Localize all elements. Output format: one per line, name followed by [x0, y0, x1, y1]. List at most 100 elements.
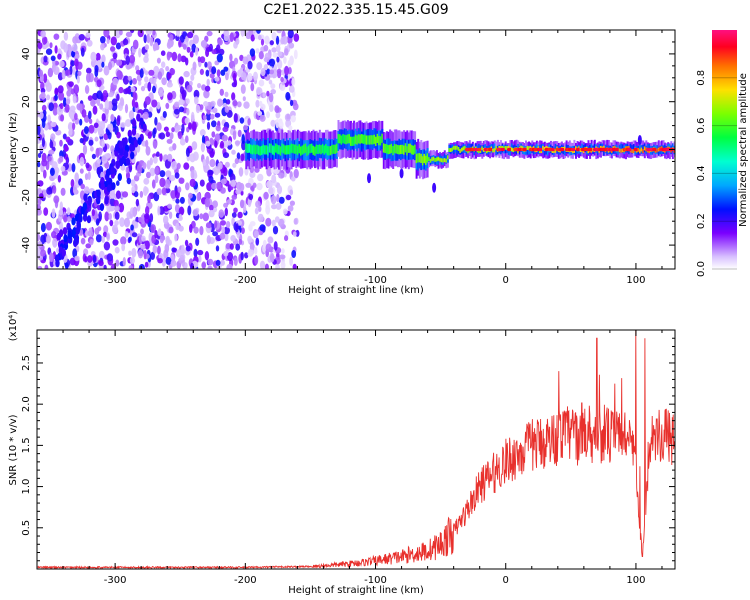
heatmap-cell [223, 140, 229, 148]
colorbar-label: Normalized spectral amplitude [738, 73, 749, 227]
heatmap-cell [115, 259, 120, 267]
heatmap-cell [269, 104, 274, 112]
heatmap-cell [258, 51, 264, 60]
heatmap-cell [284, 48, 289, 56]
heatmap-cell [274, 216, 280, 223]
heatmap-cell [639, 144, 642, 153]
heatmap-cell [165, 235, 170, 245]
heatmap-cell [144, 70, 149, 76]
heatmap-cell [91, 153, 96, 160]
heatmap-cell [178, 225, 184, 232]
heatmap-cell [166, 82, 173, 88]
heatmap-cell [259, 146, 262, 156]
heatmap-cell [180, 55, 187, 63]
heatmap-cell [171, 127, 175, 133]
heatmap-cell [245, 182, 252, 188]
heatmap-cell [240, 153, 245, 162]
heatmap-cell [145, 139, 149, 148]
heatmap-cell [131, 98, 136, 108]
heatmap-cell [233, 257, 238, 266]
heatmap-cell [213, 166, 220, 176]
heatmap-cell [231, 149, 236, 155]
heatmap-cell [72, 184, 78, 195]
heatmap-cell [211, 182, 218, 190]
heatmap-cell [260, 68, 266, 77]
heatmap-cell [138, 47, 142, 58]
heatmap-cell [90, 51, 97, 62]
heatmap-cell [357, 134, 360, 144]
heatmap-cell [176, 30, 180, 37]
heatmap-cell [45, 235, 51, 244]
heatmap-cell [101, 61, 105, 68]
heatmap-cell [141, 235, 146, 242]
heatmap-cell [362, 134, 365, 144]
heatmap-cell [199, 56, 206, 64]
heatmap-cell [265, 145, 268, 155]
heatmap-cell [166, 138, 173, 144]
heatmap-cell [233, 207, 238, 213]
heatmap-cell [285, 91, 291, 101]
heatmap-cell [178, 76, 184, 85]
heatmap-cell [240, 84, 246, 94]
heatmap-cell [125, 119, 132, 127]
heatmap-cell [261, 145, 263, 155]
heatmap-cell [462, 146, 465, 151]
heatmap-cell [145, 146, 151, 156]
heatmap-cell [199, 179, 205, 187]
heatmap-cell [618, 148, 621, 153]
heatmap-cell [288, 42, 295, 49]
heatmap-cell [116, 70, 122, 79]
heatmap-cell [373, 134, 376, 144]
heatmap-cell [40, 222, 46, 233]
heatmap-cell [51, 231, 57, 239]
heatmap-cell [493, 143, 496, 153]
heatmap-cell [75, 226, 81, 235]
heatmap-cell [152, 128, 156, 139]
heatmap-cell [152, 30, 156, 36]
heatmap-cell [112, 224, 118, 234]
heatmap-cell [417, 153, 420, 163]
heatmap-cell [656, 148, 659, 153]
heatmap-cell [51, 208, 56, 218]
heatmap-cell [118, 202, 125, 213]
heatmap-cell [204, 191, 211, 201]
heatmap-cell [283, 56, 287, 64]
heatmap-cell [287, 59, 292, 68]
heatmap-cell [138, 234, 143, 244]
snr-multiplier: (x10⁴) [8, 311, 19, 342]
heatmap-cell [201, 84, 207, 91]
heatmap-cell [87, 171, 91, 181]
heatmap-cell [146, 160, 151, 170]
heatmap-cell [199, 225, 204, 236]
heatmap-cell [314, 146, 317, 156]
heatmap-cell [43, 73, 48, 83]
heatmap-cell [114, 205, 120, 212]
heatmap-cell [190, 169, 195, 179]
heatmap-cell [219, 140, 225, 149]
heatmap-cell [224, 207, 228, 217]
heatmap-cell [290, 143, 293, 153]
heatmap-cell [179, 138, 186, 146]
heatmap-cell [143, 34, 147, 44]
heatmap-cell [102, 90, 108, 97]
heatmap-cell [116, 180, 120, 186]
heatmap-cell [266, 166, 272, 177]
heatmap-cell [495, 146, 498, 150]
heatmap-cell [266, 111, 270, 119]
heatmap-cell [439, 157, 442, 162]
heatmap-cell [271, 145, 274, 155]
heatmap-cell [244, 252, 249, 259]
heatmap-cell [385, 144, 388, 154]
heatmap-cell [253, 71, 258, 81]
heatmap-cell [164, 179, 171, 189]
heatmap-cell [343, 134, 346, 144]
heatmap-cell [278, 145, 281, 155]
heatmap-cell [237, 211, 243, 219]
heatmap-cell [88, 110, 92, 120]
heatmap-cell [453, 145, 456, 155]
heatmap-cell [345, 135, 348, 145]
heatmap-cell [98, 211, 102, 222]
heatmap-cell [174, 233, 178, 242]
heatmap-cell [87, 230, 94, 237]
heatmap-cell [83, 126, 89, 135]
